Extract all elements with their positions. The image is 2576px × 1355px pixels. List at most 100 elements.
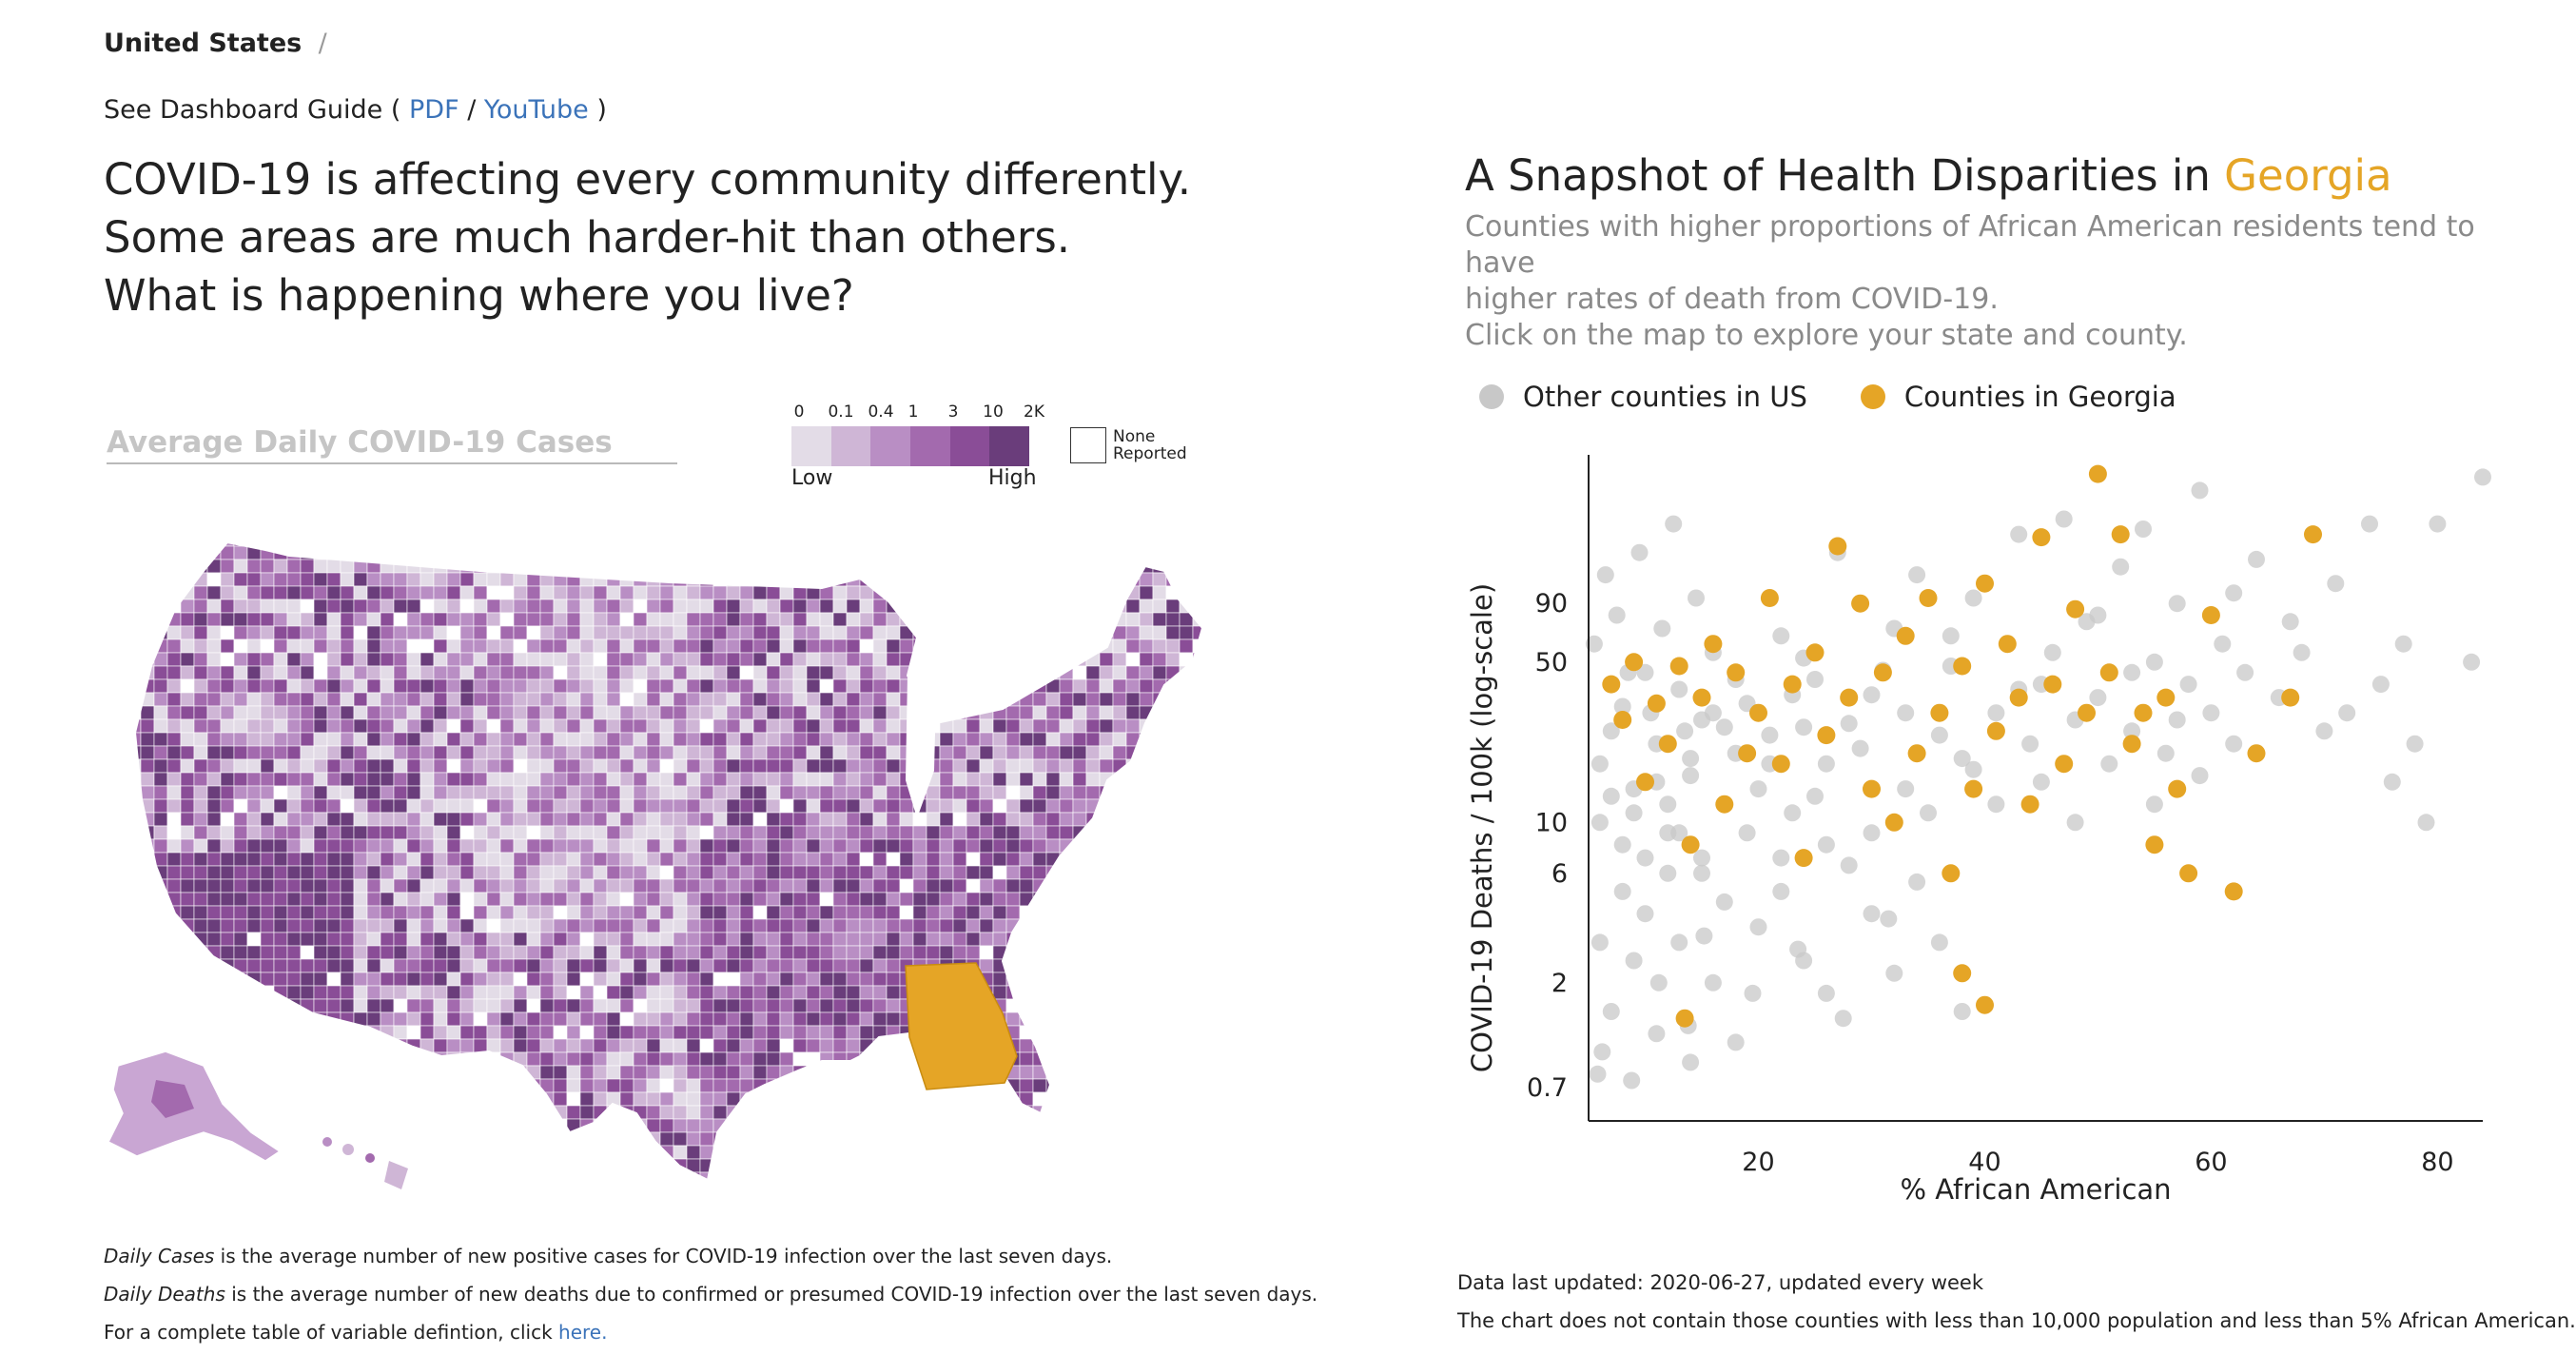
county-cell[interactable] — [499, 599, 515, 614]
county-cell[interactable] — [366, 798, 381, 814]
county-cell[interactable] — [886, 985, 901, 1000]
county-cell[interactable] — [1059, 1091, 1074, 1107]
county-cell[interactable] — [712, 625, 728, 640]
county-cell[interactable] — [127, 1158, 142, 1173]
us-county-point[interactable] — [1772, 627, 1790, 645]
county-cell[interactable] — [752, 825, 768, 840]
county-cell[interactable] — [992, 825, 1007, 840]
county-cell[interactable] — [1206, 959, 1220, 972]
county-cell[interactable] — [513, 612, 528, 627]
county-cell[interactable] — [1165, 625, 1181, 640]
county-cell[interactable] — [500, 1186, 514, 1199]
county-cell[interactable] — [739, 785, 754, 800]
county-cell[interactable] — [619, 533, 634, 547]
county-cell[interactable] — [726, 652, 741, 667]
county-cell[interactable] — [1059, 838, 1074, 854]
county-cell[interactable] — [526, 1131, 541, 1147]
county-cell[interactable] — [792, 972, 808, 987]
county-cell[interactable] — [926, 812, 941, 827]
county-cell[interactable] — [366, 732, 381, 747]
county-cell[interactable] — [127, 638, 142, 654]
county-cell[interactable] — [406, 892, 421, 907]
county-cell[interactable] — [766, 1025, 781, 1040]
county-cell[interactable] — [1059, 705, 1074, 720]
county-cell[interactable] — [1072, 732, 1087, 747]
county-cell[interactable] — [619, 665, 634, 680]
county-cell[interactable] — [992, 1145, 1007, 1160]
us-county-point[interactable] — [1817, 984, 1835, 1002]
county-cell[interactable] — [1192, 932, 1206, 947]
county-cell[interactable] — [366, 1051, 381, 1067]
county-cell[interactable] — [260, 559, 275, 574]
county-cell[interactable] — [686, 1118, 701, 1133]
county-cell[interactable] — [127, 599, 142, 614]
county-cell[interactable] — [1045, 1025, 1061, 1040]
county-cell[interactable] — [939, 932, 954, 947]
county-cell[interactable] — [220, 892, 235, 907]
county-cell[interactable] — [712, 785, 728, 800]
county-cell[interactable] — [433, 1011, 448, 1027]
county-cell[interactable] — [260, 638, 275, 654]
county-cell[interactable] — [792, 1118, 808, 1133]
county-cell[interactable] — [380, 825, 395, 840]
county-cell[interactable] — [300, 678, 315, 694]
county-cell[interactable] — [593, 772, 608, 787]
county-cell[interactable] — [1165, 1171, 1181, 1186]
county-cell[interactable] — [633, 998, 648, 1013]
county-cell[interactable] — [180, 705, 195, 720]
county-cell[interactable] — [673, 599, 688, 614]
county-cell[interactable] — [926, 585, 941, 600]
county-cell[interactable] — [979, 932, 994, 947]
county-cell[interactable] — [127, 625, 142, 640]
county-cell[interactable] — [673, 692, 688, 707]
county-cell[interactable] — [1072, 612, 1087, 627]
county-cell[interactable] — [1019, 732, 1034, 747]
county-cell[interactable] — [739, 1065, 754, 1080]
county-cell[interactable] — [1112, 852, 1127, 867]
county-cell[interactable] — [752, 1145, 768, 1160]
county-cell[interactable] — [420, 812, 435, 827]
county-cell[interactable] — [446, 945, 461, 960]
county-cell[interactable] — [1152, 1011, 1167, 1027]
county-cell[interactable] — [207, 1186, 221, 1199]
county-cell[interactable] — [659, 998, 674, 1013]
county-cell[interactable] — [1192, 945, 1206, 960]
county-cell[interactable] — [819, 1145, 834, 1160]
county-cell[interactable] — [792, 1131, 808, 1147]
county-cell[interactable] — [459, 1131, 475, 1147]
county-cell[interactable] — [1139, 638, 1154, 654]
county-cell[interactable] — [806, 1065, 821, 1080]
county-cell[interactable] — [659, 972, 674, 987]
county-cell[interactable] — [140, 758, 155, 774]
county-cell[interactable] — [1125, 1145, 1141, 1160]
county-cell[interactable] — [313, 985, 328, 1000]
county-cell[interactable] — [473, 652, 488, 667]
county-cell[interactable] — [566, 1145, 581, 1160]
county-cell[interactable] — [712, 1091, 728, 1107]
county-cell[interactable] — [712, 932, 728, 947]
county-cell[interactable] — [1112, 905, 1127, 920]
county-cell[interactable] — [792, 718, 808, 734]
county-cell[interactable] — [1206, 879, 1220, 893]
county-cell[interactable] — [1085, 1105, 1101, 1120]
county-cell[interactable] — [819, 572, 834, 587]
county-cell[interactable] — [420, 1078, 435, 1093]
county-cell[interactable] — [979, 718, 994, 734]
county-cell[interactable] — [1152, 905, 1167, 920]
county-cell[interactable] — [846, 1171, 861, 1186]
county-cell[interactable] — [779, 932, 794, 947]
county-cell[interactable] — [593, 612, 608, 627]
county-cell[interactable] — [819, 692, 834, 707]
county-cell[interactable] — [499, 1091, 515, 1107]
county-cell[interactable] — [606, 772, 621, 787]
county-cell[interactable] — [1045, 545, 1061, 560]
county-cell[interactable] — [326, 1078, 342, 1093]
county-cell[interactable] — [140, 945, 155, 960]
county-cell[interactable] — [446, 758, 461, 774]
county-cell[interactable] — [1072, 599, 1087, 614]
county-cell[interactable] — [659, 1025, 674, 1040]
county-cell[interactable] — [1165, 905, 1181, 920]
county-cell[interactable] — [979, 665, 994, 680]
county-cell[interactable] — [1112, 838, 1127, 854]
county-cell[interactable] — [1206, 759, 1220, 773]
